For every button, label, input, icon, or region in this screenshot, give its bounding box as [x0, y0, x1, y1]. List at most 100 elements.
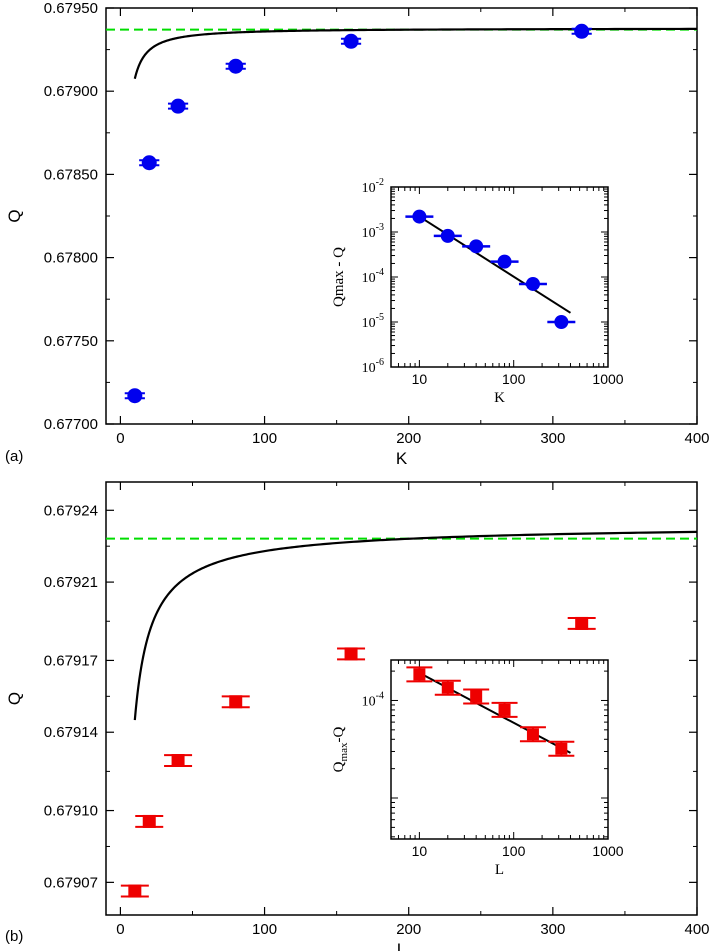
inset-data-point — [462, 239, 491, 254]
inset-y-tick-base: 10 — [362, 181, 376, 196]
inset-frame — [390, 659, 609, 840]
y-tick-label: 0.67910 — [44, 803, 98, 820]
y-tick-label: 0.67917 — [44, 652, 98, 669]
data-marker — [343, 33, 359, 49]
x-tick-label: 100 — [252, 921, 277, 938]
y-tick-label: 0.67700 — [44, 416, 98, 433]
fit-curve — [133, 530, 698, 721]
x-tick-label: 300 — [540, 430, 565, 447]
inset-x-tick-label: 10 — [412, 843, 428, 859]
y-axis-label: Q — [5, 692, 24, 705]
plot-frame — [105, 481, 698, 916]
y-tick-label: 0.67900 — [44, 83, 98, 100]
inset-data-point — [518, 276, 547, 291]
inset-y-tick-exponent: -5 — [376, 312, 384, 323]
inset-y-tick-label: 10-2 — [362, 177, 384, 196]
data-point — [225, 58, 246, 74]
inset-x-tick-label: 1000 — [592, 371, 623, 387]
data-point — [135, 814, 164, 828]
y-tick-label: 0.67907 — [44, 874, 98, 891]
data-marker — [344, 647, 358, 661]
x-tick-label: 200 — [396, 921, 421, 938]
inset-y-tick-base: 10 — [362, 271, 376, 286]
inset-y-tick-exponent: -2 — [376, 177, 384, 188]
inset-data-marker — [412, 209, 427, 224]
inset-y-tick-label: 10-3 — [362, 222, 384, 241]
inset-data-point — [406, 666, 433, 683]
inset-data-point — [463, 688, 490, 705]
inset-y-label-main: Q — [331, 761, 347, 772]
inset-data-point — [405, 209, 434, 224]
y-tick-label: 0.67924 — [44, 502, 98, 519]
inset-y-tick-label: 10-4 — [362, 267, 384, 286]
inset-data-point — [434, 679, 461, 696]
data-marker — [127, 388, 143, 404]
data-point — [340, 33, 362, 49]
inset-y-axis-label: Qmax-Q — [331, 727, 350, 773]
inset-data-point — [547, 315, 576, 329]
data-point — [139, 155, 160, 171]
inset-y-tick-base: 10 — [362, 316, 376, 331]
inset-data-point — [519, 726, 546, 743]
inset-data-marker — [526, 728, 539, 741]
x-tick-label: 0 — [116, 430, 124, 447]
data-point — [571, 23, 592, 39]
inset-data-marker — [440, 228, 455, 243]
data-point — [337, 647, 366, 661]
inset-y-tick-exponent: -4 — [376, 267, 384, 278]
inset-data-point — [491, 701, 518, 718]
inset-y-tick-label: 10-5 — [362, 312, 384, 331]
inset-x-tick-label: 100 — [502, 371, 526, 387]
y-tick-label: 0.67850 — [44, 166, 98, 183]
inset-data-marker — [554, 315, 569, 329]
data-marker — [141, 155, 157, 171]
panel-a: 0 100 200 300 400 0.67700 0.67750 0.67800 0.6785… — [5, 0, 710, 468]
panel-b: 0 100 200 300 400 0.67907 0.67910 0.67914 0.6791… — [5, 481, 710, 951]
fit-curve — [133, 27, 698, 79]
inset-y-tick-exponent: -4 — [376, 690, 384, 701]
x-tick-label: 0 — [116, 921, 124, 938]
inset-data-marker — [555, 742, 568, 755]
inset-data-point — [490, 254, 519, 269]
data-marker — [574, 23, 590, 39]
x-tick-label: 100 — [252, 430, 277, 447]
data-marker — [229, 695, 243, 709]
inset-data-marker — [469, 239, 484, 254]
panel-label: (a) — [5, 448, 23, 465]
inset-y-tick-exponent: -3 — [376, 222, 384, 233]
data-point — [567, 616, 596, 630]
inset-y-label-suffix: -Q — [331, 727, 347, 743]
y-tick-label: 0.67950 — [44, 0, 98, 17]
inset-x-axis-label: L — [495, 862, 504, 878]
data-marker — [171, 754, 185, 768]
y-axis-label: Q — [5, 209, 24, 222]
inset-data-point — [433, 228, 462, 243]
inset-y-tick-base: 10 — [362, 226, 376, 241]
inset-y-axis-label: Qmax - Q — [331, 247, 347, 307]
data-point — [120, 884, 149, 898]
y-tick-label: 0.67750 — [44, 333, 98, 350]
panel-label: (b) — [5, 928, 23, 945]
inset-y-tick-base: 10 — [362, 361, 376, 376]
data-point — [221, 695, 250, 709]
inset-y-tick-label: 10-6 — [362, 357, 384, 376]
inset-data-marker — [413, 668, 426, 681]
inset-data-marker — [525, 276, 540, 291]
data-marker — [170, 98, 186, 114]
x-tick-label: 400 — [684, 921, 709, 938]
inset-data-marker — [441, 681, 454, 694]
x-tick-label: 300 — [540, 921, 565, 938]
y-tick-label: 0.67921 — [44, 574, 98, 591]
x-axis-label: K — [396, 449, 408, 468]
data-marker — [142, 814, 156, 828]
x-tick-label: 400 — [684, 430, 709, 447]
inset-x-tick-label: 1000 — [592, 843, 623, 859]
data-marker — [575, 616, 589, 630]
x-tick-label: 200 — [396, 430, 421, 447]
data-point — [167, 98, 189, 114]
y-tick-label: 0.67800 — [44, 250, 98, 267]
inset-y-tick-label: 10-4 — [362, 690, 384, 709]
